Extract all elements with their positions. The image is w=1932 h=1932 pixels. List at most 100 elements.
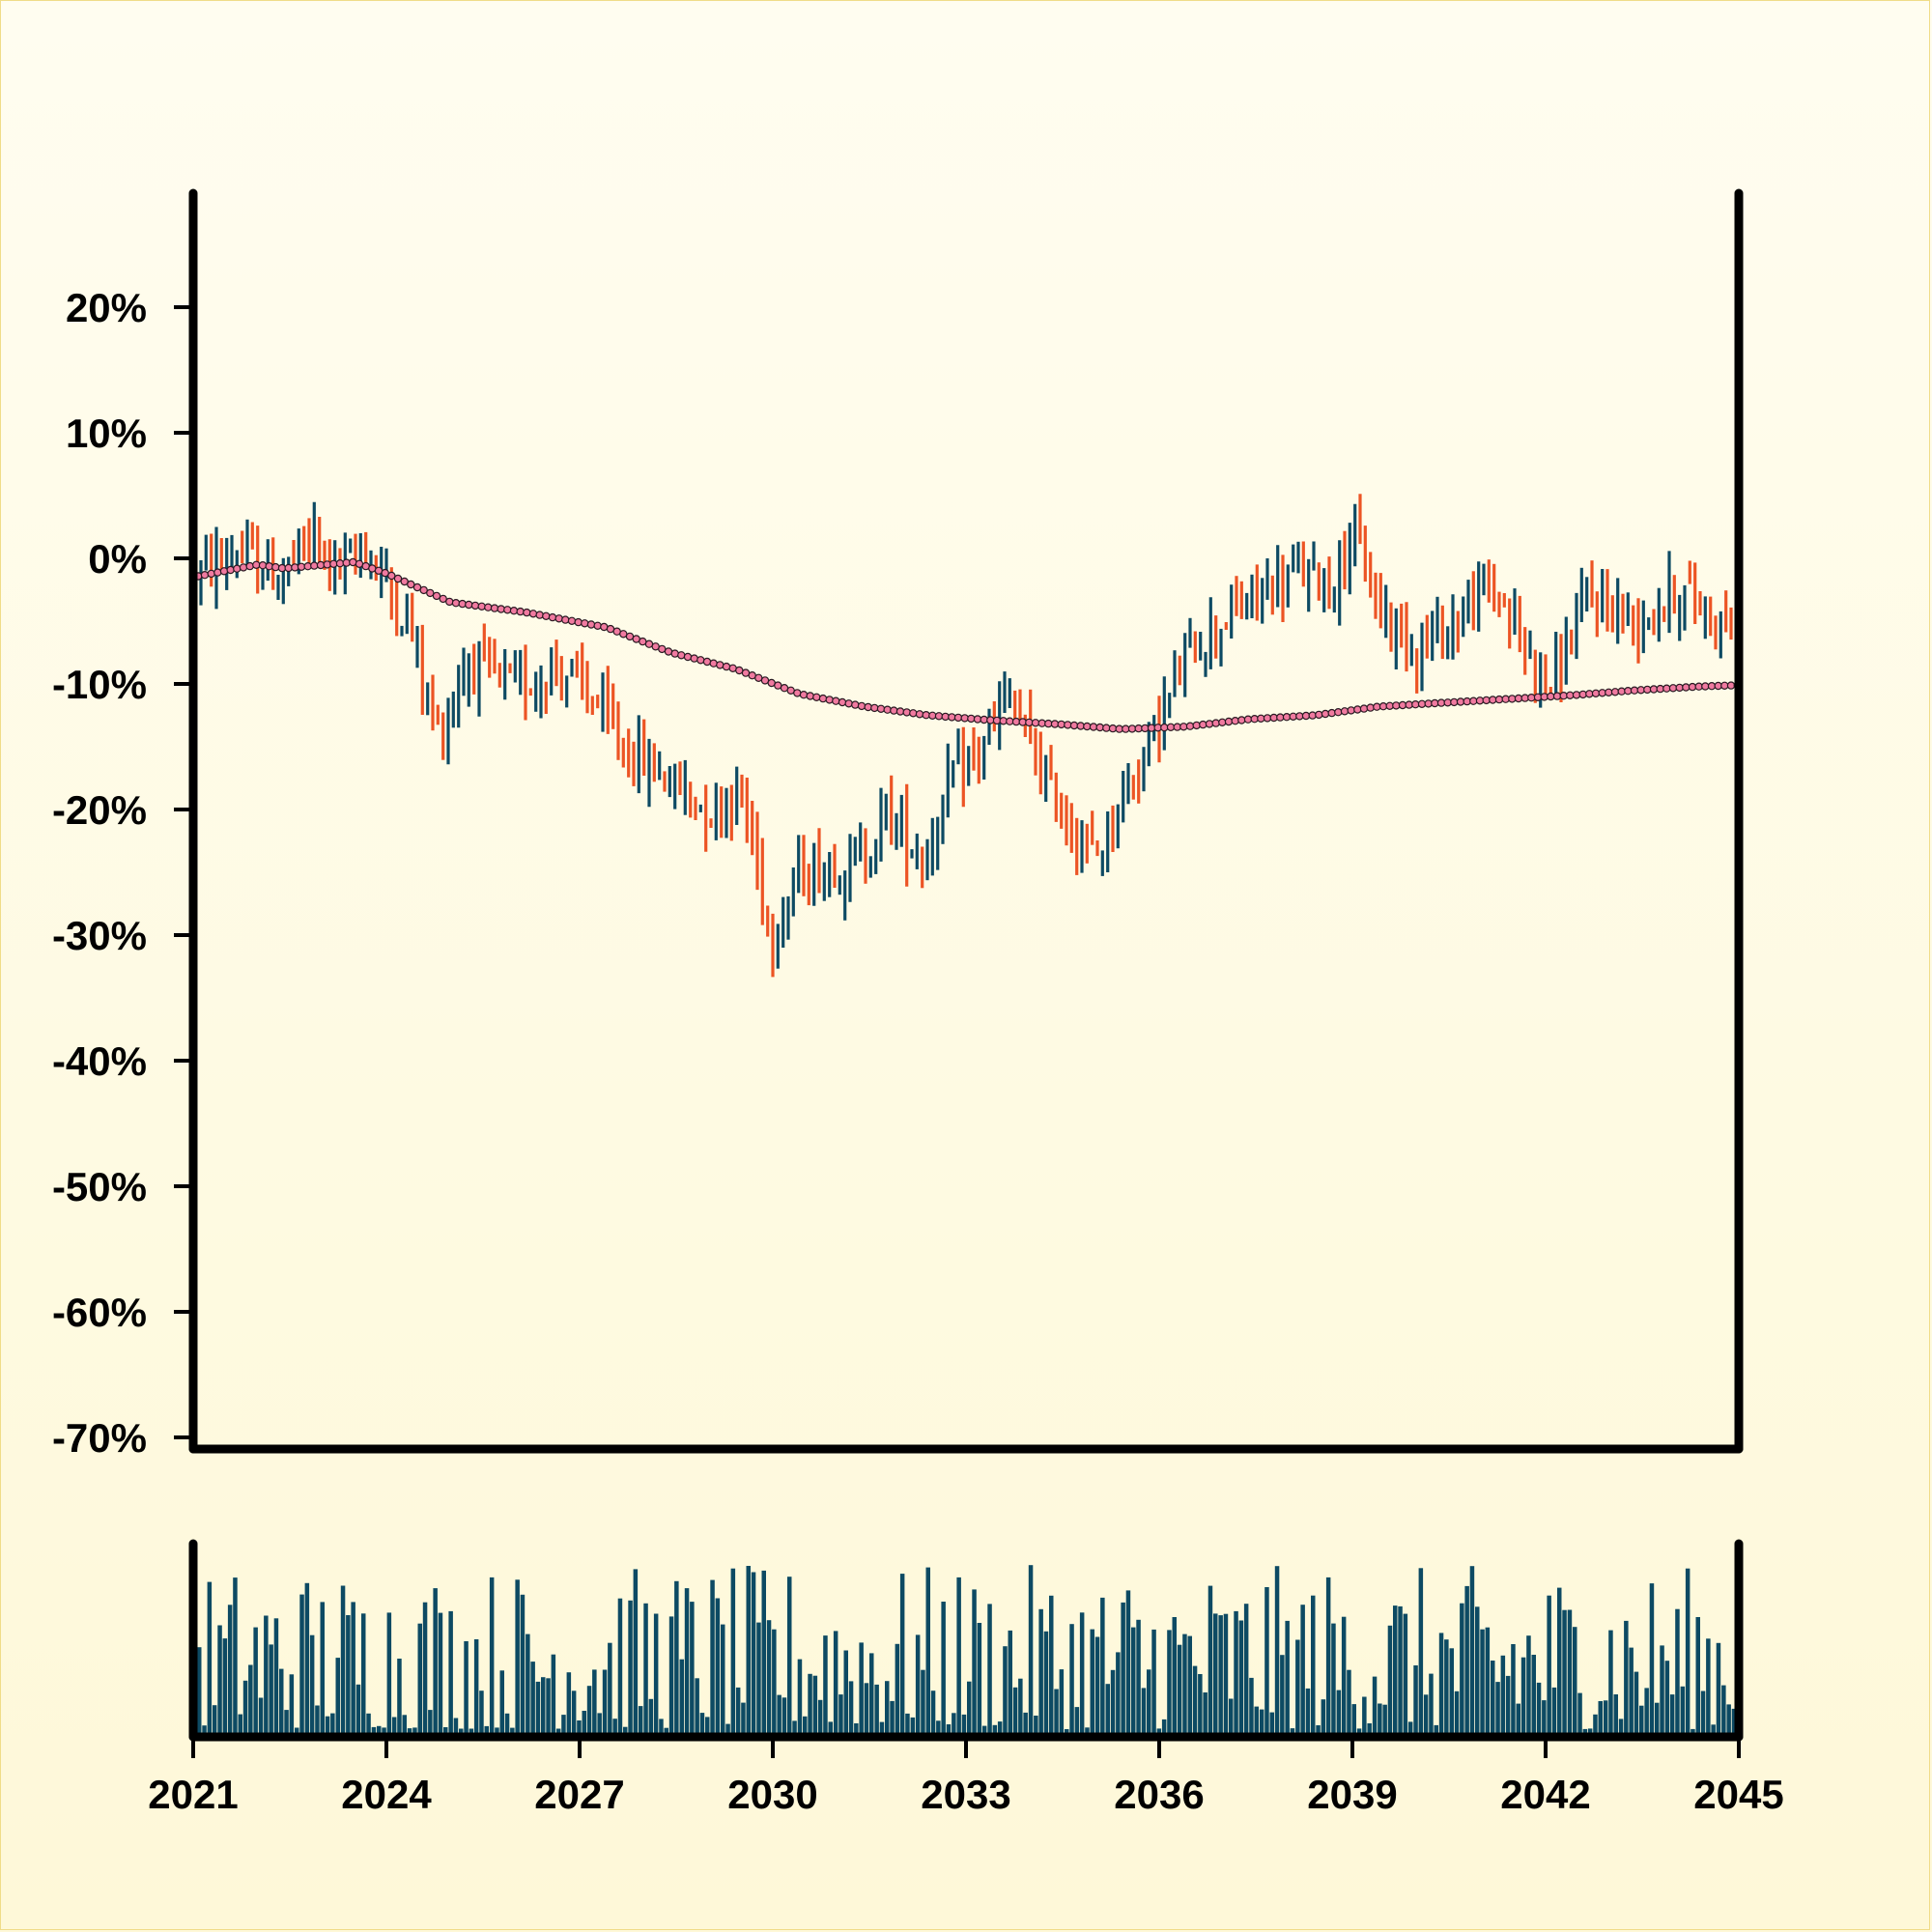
volume-bar	[1593, 1714, 1598, 1737]
moving-average-point	[581, 619, 589, 628]
y-tick-label: -60%	[52, 1290, 147, 1335]
volume-bar	[1418, 1568, 1424, 1737]
moving-average-point	[967, 714, 976, 724]
volume-bar	[1542, 1700, 1547, 1737]
volume-bar	[1223, 1613, 1229, 1737]
volume-bar	[653, 1613, 659, 1737]
moving-average-point	[561, 615, 570, 624]
x-tick-label: 2042	[1500, 1772, 1590, 1817]
volume-bar	[428, 1710, 433, 1737]
moving-average-point	[818, 694, 828, 703]
volume-bar	[1407, 1721, 1413, 1737]
volume-bar	[217, 1625, 222, 1737]
volume-bar	[1660, 1645, 1664, 1737]
volume-bar	[812, 1675, 818, 1737]
volume-bar	[1613, 1694, 1618, 1737]
volume-bar	[1325, 1577, 1331, 1737]
volume-bar	[284, 1710, 289, 1737]
volume-bar	[391, 1717, 397, 1737]
moving-average-point	[349, 557, 357, 567]
moving-average-point	[876, 704, 886, 714]
volume-bar	[377, 1725, 382, 1737]
volume-bar	[443, 1727, 448, 1737]
volume-bar	[930, 1690, 936, 1737]
moving-average-point	[890, 706, 898, 715]
volume-bar	[346, 1615, 351, 1737]
moving-average-point	[1064, 721, 1072, 729]
volume-bar	[1043, 1631, 1049, 1737]
volume-bar	[1700, 1690, 1706, 1737]
volume-bar	[453, 1718, 459, 1737]
volume-bar	[787, 1577, 792, 1737]
volume-bar	[874, 1684, 879, 1737]
moving-average-point	[1605, 688, 1613, 697]
moving-average-point	[554, 614, 563, 623]
moving-average-point	[948, 713, 956, 722]
moving-average-point	[1315, 710, 1323, 720]
volume-bar	[921, 1669, 925, 1737]
moving-average-point	[297, 562, 306, 572]
volume-bar	[1218, 1615, 1223, 1737]
volume-bar	[1234, 1610, 1238, 1737]
volume-bar	[1116, 1652, 1121, 1737]
x-tick-label: 2045	[1693, 1772, 1783, 1817]
moving-average-point	[335, 559, 345, 568]
volume-bar	[633, 1569, 639, 1737]
volume-bar	[504, 1713, 510, 1737]
volume-bar	[202, 1725, 207, 1737]
volume-bar	[561, 1715, 566, 1737]
moving-average-point	[1334, 708, 1343, 717]
volume-bar	[864, 1683, 869, 1737]
volume-bar	[623, 1726, 628, 1737]
volume-bar	[269, 1644, 273, 1737]
volume-bar	[1511, 1644, 1516, 1737]
volume-bar	[1316, 1725, 1321, 1737]
volume-bar	[823, 1635, 828, 1737]
volume-bar	[828, 1721, 833, 1737]
moving-average-point	[439, 594, 447, 604]
volume-bar	[956, 1577, 961, 1737]
volume-bar	[643, 1603, 648, 1737]
volume-bar	[566, 1672, 572, 1737]
volume-bar	[1644, 1688, 1649, 1737]
volume-bar	[1321, 1699, 1326, 1737]
x-tick-label: 2036	[1114, 1772, 1204, 1817]
moving-average-point	[329, 559, 338, 569]
volume-bar	[1125, 1590, 1131, 1737]
moving-average-point	[677, 651, 686, 660]
moving-average-point	[838, 697, 847, 707]
volume-bar	[843, 1650, 848, 1737]
moving-average-point	[1237, 716, 1246, 724]
moving-average-point	[1340, 707, 1350, 716]
volume-bar	[1485, 1627, 1491, 1737]
volume-bar	[1151, 1629, 1156, 1737]
volume-bar	[1203, 1692, 1208, 1737]
volume-bar	[1008, 1630, 1012, 1737]
moving-average-point	[1083, 722, 1092, 731]
volume-bar	[510, 1727, 515, 1737]
volume-bar	[1675, 1608, 1680, 1737]
moving-average-point	[1624, 687, 1633, 696]
volume-bar	[1121, 1602, 1125, 1737]
volume-bar	[535, 1681, 541, 1737]
volume-bar	[489, 1577, 495, 1737]
moving-average-point	[812, 693, 821, 702]
moving-average-point	[523, 608, 531, 617]
moving-average-point	[239, 563, 248, 572]
volume-bar	[1243, 1604, 1249, 1737]
volume-bar	[273, 1618, 279, 1737]
volume-bar	[674, 1580, 679, 1737]
y-tick-label: 10%	[66, 411, 147, 456]
volume-bar	[1136, 1619, 1141, 1737]
volume-bar	[715, 1598, 721, 1737]
volume-bar	[1059, 1669, 1065, 1737]
moving-average-point	[593, 621, 602, 631]
volume-bar	[833, 1631, 838, 1737]
volume-bar	[746, 1566, 751, 1737]
y-tick-label: -40%	[52, 1038, 147, 1084]
volume-bar	[1403, 1613, 1408, 1737]
volume-bar	[690, 1602, 695, 1737]
volume-bar	[1557, 1587, 1562, 1737]
volume-bar	[1669, 1694, 1675, 1737]
volume-bar	[1269, 1712, 1274, 1737]
